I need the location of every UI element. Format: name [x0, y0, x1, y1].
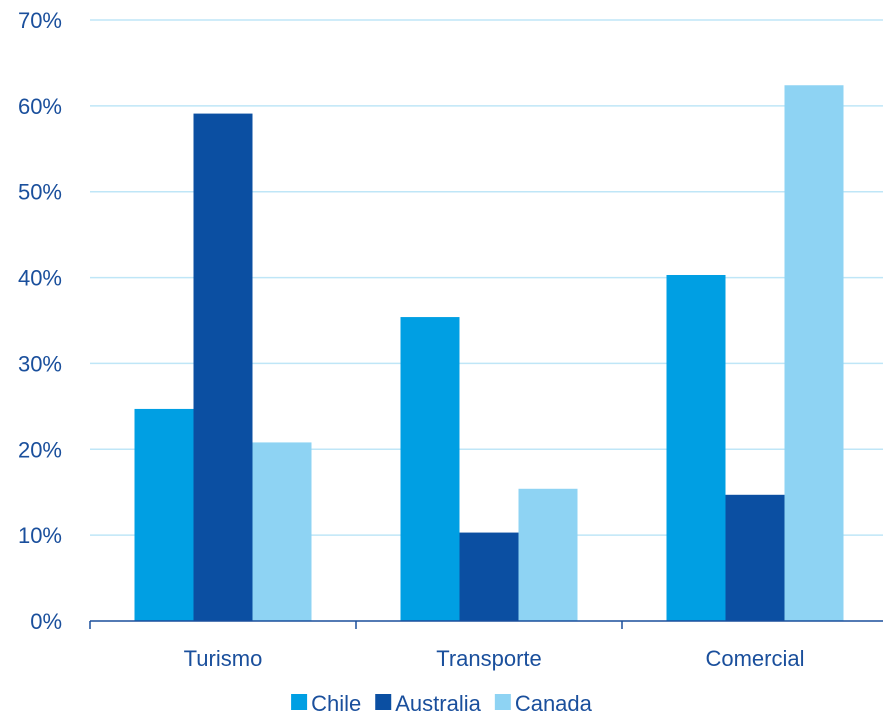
bar-chile-turismo	[134, 408, 194, 621]
y-tick-label: 70%	[18, 8, 62, 33]
bar-canada-comercial	[784, 85, 844, 622]
bar-chile-comercial	[666, 274, 726, 621]
y-tick-label: 20%	[18, 437, 62, 462]
x-tick-label: Turismo	[184, 646, 263, 671]
bar-canada-turismo	[252, 442, 312, 621]
legend-label-australia: Australia	[395, 691, 481, 716]
bar-australia-transporte	[459, 532, 519, 621]
legend-label-canada: Canada	[515, 691, 593, 716]
legend-label-chile: Chile	[311, 691, 361, 716]
legend-swatch-chile	[291, 694, 308, 710]
y-tick-label: 50%	[18, 180, 62, 205]
y-tick-label: 10%	[18, 523, 62, 548]
bar-australia-turismo	[193, 113, 253, 621]
bar-canada-transporte	[518, 488, 578, 621]
bar-chile-transporte	[400, 317, 460, 621]
y-tick-label: 30%	[18, 351, 62, 376]
legend-swatch-australia	[375, 694, 392, 710]
y-tick-label: 60%	[18, 94, 62, 119]
y-tick-label: 0%	[30, 609, 62, 634]
bar-australia-comercial	[725, 494, 785, 621]
legend-swatch-canada	[494, 694, 511, 710]
y-tick-label: 40%	[18, 266, 62, 291]
x-tick-label: Transporte	[436, 646, 542, 671]
x-tick-label: Comercial	[705, 646, 804, 671]
